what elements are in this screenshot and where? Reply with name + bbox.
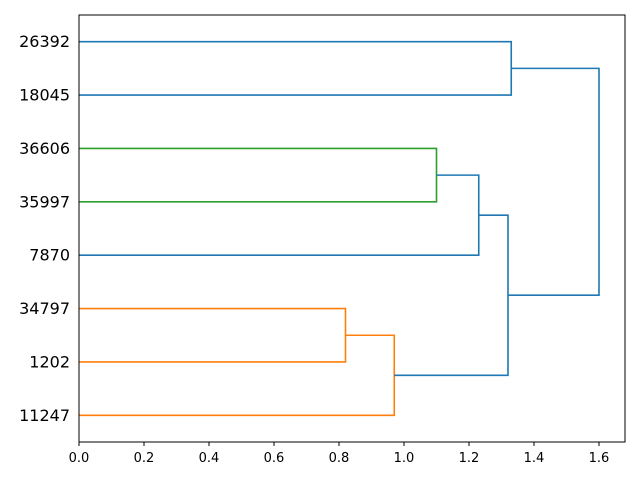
leaf-label: 34797 bbox=[19, 299, 70, 318]
leaf-label: 1202 bbox=[29, 352, 70, 371]
x-tick-label: 1.4 bbox=[524, 451, 545, 466]
leaf-label: 35997 bbox=[19, 192, 70, 211]
leaf-label: 18045 bbox=[19, 86, 70, 105]
x-tick-label: 0.8 bbox=[329, 451, 350, 466]
leaf-label: 7870 bbox=[29, 246, 70, 265]
dendrogram-link-orange bbox=[79, 334, 396, 417]
dendrogram-link-blue bbox=[508, 67, 600, 297]
x-tick-label: 1.2 bbox=[459, 451, 480, 466]
leaf-label: 36606 bbox=[19, 139, 70, 158]
x-tick-label: 0.6 bbox=[264, 451, 285, 466]
x-tick-label: 1.6 bbox=[589, 451, 610, 466]
leaf-label: 26392 bbox=[19, 32, 70, 51]
x-tick-label: 0.2 bbox=[134, 451, 155, 466]
dendrogram-link-blue bbox=[394, 214, 509, 377]
x-tick-label: 1.0 bbox=[394, 451, 415, 466]
plot-border bbox=[78, 14, 626, 443]
dendrogram-link-orange bbox=[79, 307, 347, 363]
dendrogram-link-blue bbox=[79, 40, 513, 96]
x-tick-label: 0.4 bbox=[199, 451, 220, 466]
dendrogram-link-blue bbox=[79, 174, 480, 256]
dendrogram-link-green bbox=[79, 147, 438, 203]
leaf-label: 11247 bbox=[19, 406, 70, 425]
x-tick-label: 0.0 bbox=[69, 451, 90, 466]
